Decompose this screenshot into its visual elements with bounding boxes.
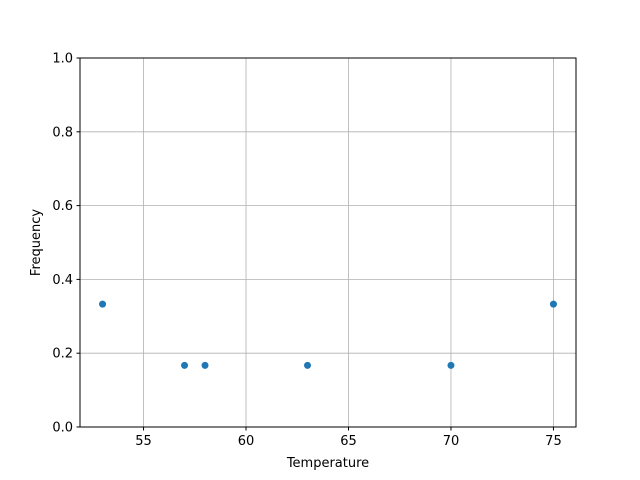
- x-axis-ticks: 55 60 65 70 75: [135, 427, 562, 449]
- x-tick-label: 60: [238, 434, 255, 449]
- grid: [80, 57, 576, 428]
- x-tick-label: 65: [340, 434, 357, 449]
- scatter-point: [447, 361, 455, 369]
- y-axis-ticks: 0.0 0.2 0.4 0.6 0.8 1.0: [52, 52, 80, 436]
- y-tick-label: 0.4: [52, 273, 73, 288]
- plot-frame: [79, 57, 577, 428]
- scatter-point: [304, 361, 312, 369]
- y-tick-label: 0.0: [52, 421, 73, 436]
- data-points: [99, 300, 557, 369]
- x-tick-label: 55: [135, 434, 152, 449]
- y-tick-label: 0.6: [52, 199, 73, 214]
- scatter-point: [201, 361, 209, 369]
- y-tick-label: 0.8: [52, 125, 73, 140]
- x-tick-label: 70: [443, 434, 460, 449]
- x-tick-label: 75: [545, 434, 562, 449]
- y-axis-label: Frequency: [29, 209, 44, 276]
- scatter-point: [99, 300, 107, 308]
- y-tick-label: 0.2: [52, 347, 73, 362]
- scatter-point: [549, 300, 557, 308]
- y-tick-label: 1.0: [52, 52, 73, 67]
- scatter-point: [181, 361, 189, 369]
- x-axis-label: Temperature: [286, 456, 369, 471]
